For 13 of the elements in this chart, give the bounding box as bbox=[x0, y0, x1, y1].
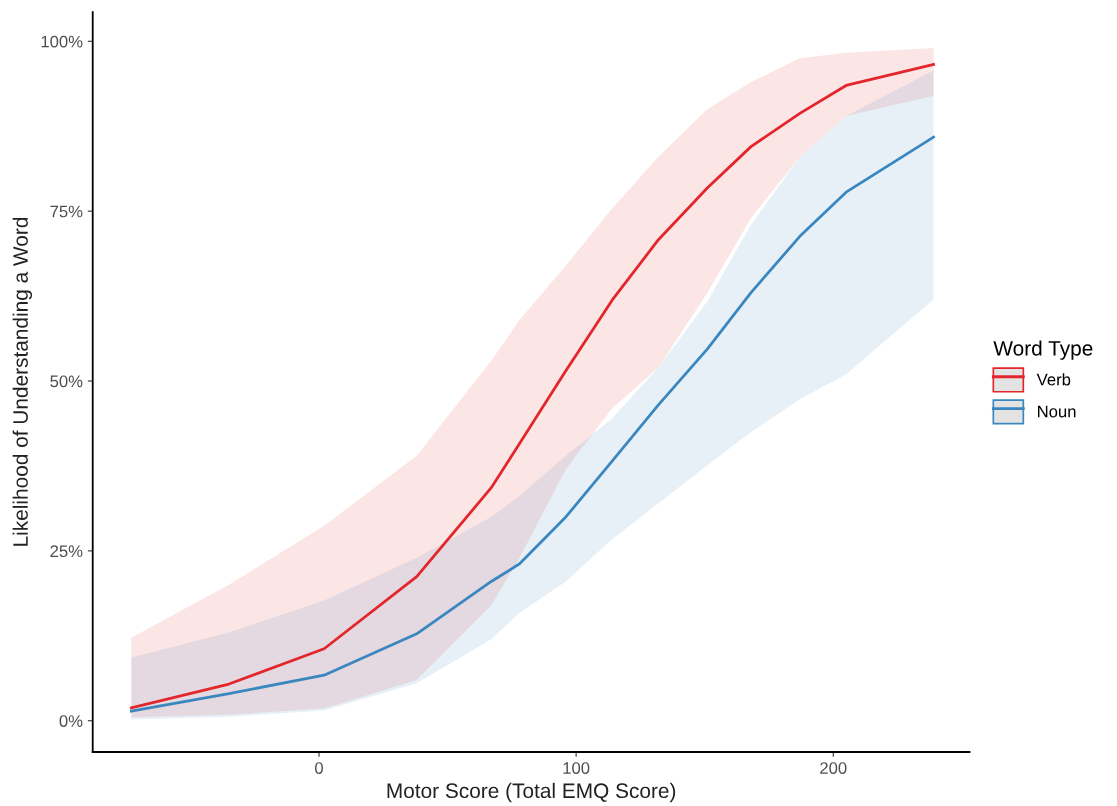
y-axis-title: Likelihood of Understanding a Word bbox=[12, 217, 33, 546]
y-tick-label: 50% bbox=[50, 375, 83, 388]
x-tick-label: 100 bbox=[563, 762, 590, 774]
y-tick-label: 25% bbox=[50, 545, 83, 558]
legend-label: Noun bbox=[1038, 405, 1076, 418]
y-tick-label: 100% bbox=[41, 35, 83, 48]
y-tick-label: 0% bbox=[59, 715, 83, 727]
y-tick-label: 75% bbox=[50, 205, 83, 218]
x-tick-label: 0 bbox=[315, 762, 323, 774]
legend-title: Word Type bbox=[993, 340, 1093, 360]
x-tick-label: 200 bbox=[820, 762, 847, 774]
legend-label: Verb bbox=[1036, 373, 1071, 386]
x-axis-title: Motor Score (Total EMQ Score) bbox=[387, 782, 676, 803]
